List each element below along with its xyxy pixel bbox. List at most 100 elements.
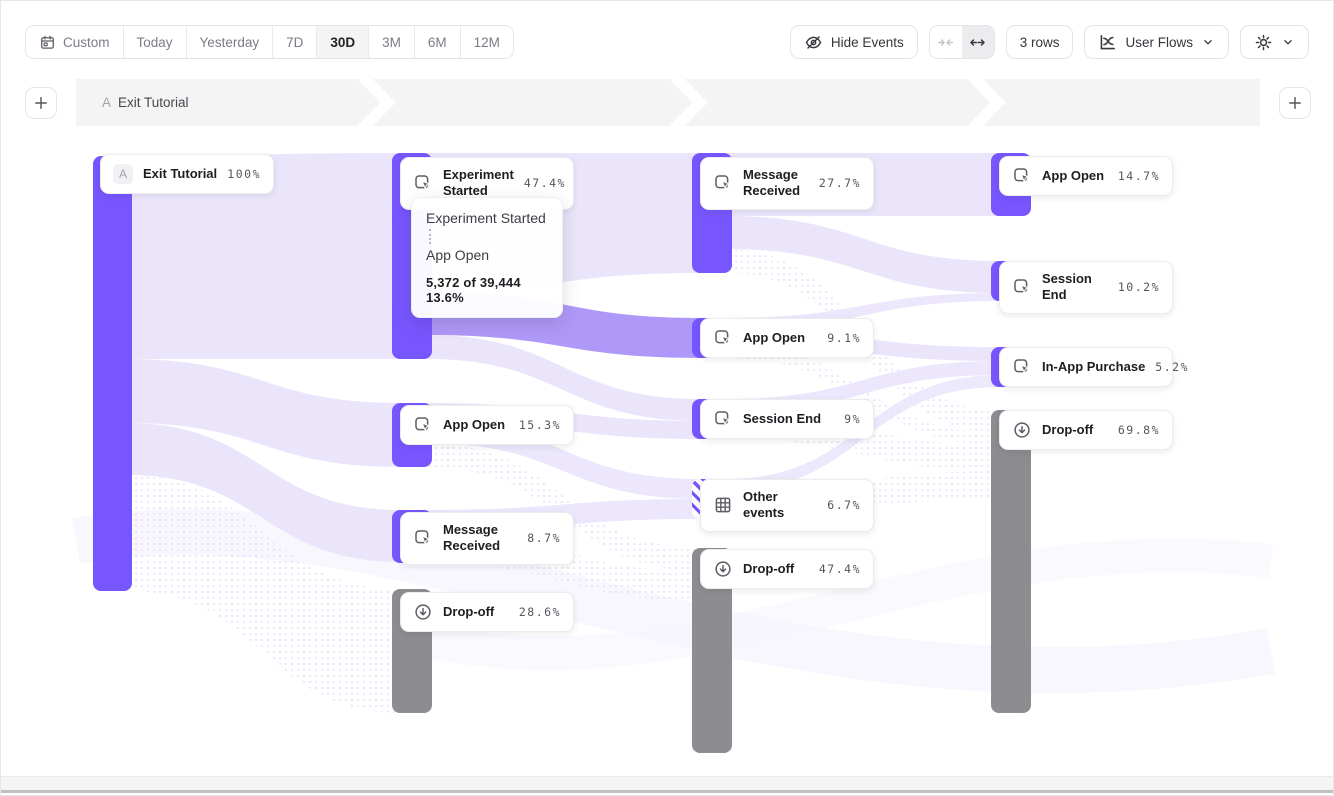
flow-node-bar-dropoff-4[interactable] [991,410,1031,713]
add-step-left-button[interactable] [25,87,57,119]
cursor-click-icon [1012,277,1032,297]
flow-node-bar-exit-tutorial[interactable] [93,156,132,591]
node-value: 69.8% [1117,423,1160,437]
add-step-right-button[interactable] [1279,87,1311,119]
node-value: 15.3% [518,418,561,432]
step-segment-4[interactable] [986,79,1260,126]
date-range-7d[interactable]: 7D [273,26,318,58]
step-segment-2[interactable] [376,79,688,126]
flow-links [72,153,1275,713]
cursor-click-icon [413,173,433,193]
dropoff-arrow-icon [413,602,433,622]
node-value: 28.6% [518,605,561,619]
plus-icon [32,94,50,112]
step-header-bar: A Exit Tutorial [76,79,1260,126]
step-title: Exit Tutorial [118,95,189,110]
node-label: App Open [1042,167,1105,183]
flow-node-card-exit-tutorial[interactable]: A Exit Tutorial 100% [100,154,274,194]
node-label: Exit Tutorial [143,165,218,181]
horizontal-scrollbar[interactable] [1,790,1333,793]
flow-node-card-app-open-2[interactable]: App Open 15.3% [400,405,574,445]
cursor-click-icon [713,173,733,193]
window-footer [1,776,1333,795]
tooltip-source-event: Experiment Started [426,210,546,226]
settings-dropdown[interactable] [1240,25,1309,59]
flow-node-card-session-end-3[interactable]: Session End 9% [700,399,874,439]
dropoff-arrow-icon [713,559,733,579]
cursor-click-icon [413,528,433,548]
cursor-click-icon [413,415,433,435]
date-range-label: 12M [473,34,500,50]
flow-node-card-dropoff-3[interactable]: Drop-off 47.4% [700,549,874,589]
node-label: Other events [743,489,785,521]
flow-node-card-in-app-purchase-4[interactable]: In-App Purchase 5.2% [999,347,1188,387]
gear-icon [1254,33,1273,52]
node-value: 27.7% [818,176,861,191]
chevron-down-icon [1281,35,1295,49]
flow-node-card-dropoff-2[interactable]: Drop-off 28.6% [400,592,574,632]
step-segment-3[interactable] [688,79,986,126]
node-value: 14.7% [1117,169,1160,183]
date-range-label: 7D [286,34,304,50]
tooltip-stats: 5,372 of 39,444 13.6% [426,275,521,305]
expand-columns-button[interactable] [961,26,994,58]
cursor-click-icon [713,409,733,429]
date-range-yesterday[interactable]: Yesterday [186,26,274,58]
date-range-3m[interactable]: 3M [369,26,415,58]
node-value: 10.2% [1117,280,1160,295]
arrows-expand-icon [968,33,987,52]
rows-button[interactable]: 3 rows [1005,25,1074,59]
top-toolbar: Custom Today Yesterday 7D 30D 3M 6M 12M … [1,1,1333,67]
view-selector-dropdown[interactable]: User Flows [1084,25,1229,59]
node-value: 9% [844,412,861,426]
hide-events-button[interactable]: Hide Events [789,25,918,59]
node-value: 8.7% [527,531,561,546]
plus-icon [1286,94,1304,112]
date-range-6m[interactable]: 6M [414,26,461,58]
node-value: 100% [227,167,261,181]
collapse-columns-button[interactable] [929,26,962,58]
date-range-selector: Custom Today Yesterday 7D 30D 3M 6M 12M [25,25,514,59]
date-range-label: Custom [63,34,110,50]
flow-node-card-app-open-4[interactable]: App Open 14.7% [999,156,1173,196]
flow-node-card-message-received-3[interactable]: Message Received 27.7% [700,157,874,210]
flow-node-card-session-end-4[interactable]: Session End 10.2% [999,261,1173,314]
node-value: 47.4% [818,562,861,576]
flow-node-card-app-open-3[interactable]: App Open 9.1% [700,318,874,358]
flow-node-card-dropoff-4[interactable]: Drop-off 69.8% [999,410,1173,450]
flow-chart-icon [1098,33,1117,52]
calendar-icon [39,34,56,51]
date-range-today[interactable]: Today [123,26,187,58]
date-range-30d[interactable]: 30D [317,26,370,58]
date-range-label: 30D [330,34,356,50]
flow-node-card-message-received-2[interactable]: Message Received 8.7% [400,512,574,565]
cursor-click-icon [1012,166,1032,186]
node-value: 47.4% [523,176,566,191]
node-label: In-App Purchase [1042,358,1146,374]
step-badge: A [113,164,133,184]
cursor-click-icon [713,328,733,348]
eye-off-icon [804,33,823,52]
view-selector-label: User Flows [1125,34,1193,50]
grid-icon [713,495,733,515]
tooltip-target-event: App Open [426,247,490,263]
footer-strip [1,776,1333,790]
node-label: Drop-off [443,603,495,619]
step-segment-1[interactable]: A Exit Tutorial [76,79,376,126]
cursor-click-icon [1012,357,1032,377]
rows-label: 3 rows [1019,34,1060,50]
column-width-toggle [928,25,995,59]
node-label: Message Received [743,167,801,199]
date-range-custom[interactable]: Custom [26,26,124,58]
node-label: Session End [1042,271,1092,303]
flow-canvas [1,126,1333,778]
step-label: A Exit Tutorial [76,95,189,110]
node-label: Experiment Started [443,167,514,199]
dropoff-arrow-icon [1012,420,1032,440]
node-label: Drop-off [743,560,795,576]
date-range-label: Today [136,34,173,50]
date-range-12m[interactable]: 12M [460,26,513,58]
node-label: App Open [743,329,806,345]
flow-node-card-other-events-3[interactable]: Other events 6.7% [700,479,874,532]
